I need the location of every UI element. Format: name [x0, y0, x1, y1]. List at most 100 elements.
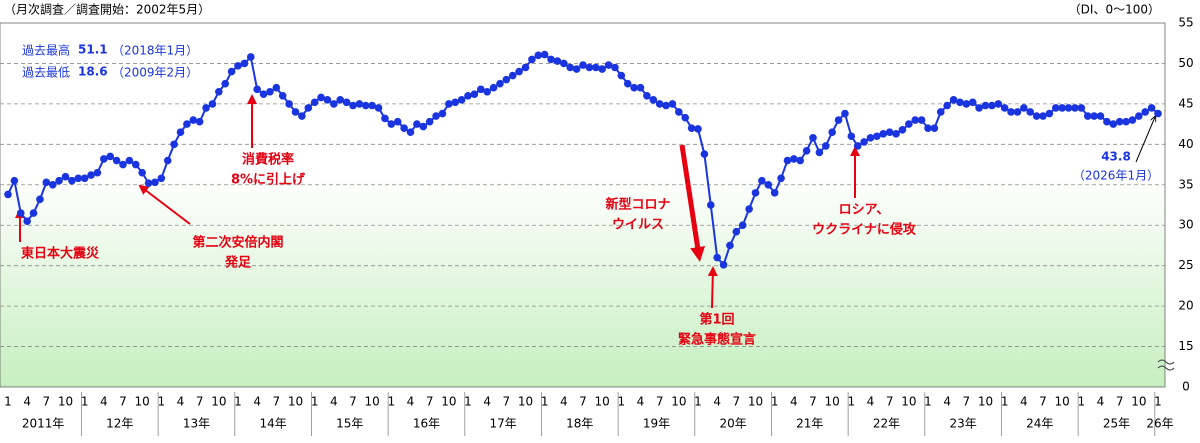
x-tick-label: 1 [694, 395, 702, 409]
data-point [815, 148, 824, 157]
x-tick-label: 10 [211, 395, 226, 409]
data-point [1147, 104, 1156, 112]
data-point [406, 128, 415, 136]
x-tick-label: 4 [23, 395, 31, 409]
data-point [489, 83, 498, 92]
data-point [611, 63, 619, 72]
y-tick-label: 20 [1178, 299, 1193, 313]
data-point [898, 125, 907, 134]
data-point [163, 156, 172, 165]
data-point [1045, 109, 1054, 118]
data-point [745, 205, 753, 213]
y-tick-label: 35 [1178, 177, 1193, 191]
data-point [783, 156, 792, 165]
data-point [502, 75, 511, 84]
year-label: 16年 [413, 417, 440, 431]
data-point [1000, 104, 1009, 112]
year-label: 17年 [489, 417, 516, 431]
data-point [240, 59, 249, 68]
data-point [719, 261, 728, 269]
data-point [566, 63, 575, 72]
data-point [23, 217, 31, 225]
data-point [336, 96, 345, 104]
data-point [368, 101, 376, 110]
data-point [675, 108, 683, 116]
axis-break [1157, 359, 1175, 371]
data-point [873, 132, 881, 141]
data-point [706, 201, 715, 209]
data-point [144, 179, 153, 187]
annotation: 消費税率 [242, 152, 294, 168]
x-tick-label: 10 [978, 395, 993, 409]
data-point [860, 138, 868, 146]
data-point [259, 90, 268, 98]
data-point [16, 209, 25, 217]
data-point [694, 125, 702, 133]
data-point [317, 93, 325, 102]
annotation: ウクライナに侵攻 [812, 222, 917, 238]
data-point [598, 65, 606, 73]
x-tick-label: 1 [1078, 395, 1086, 409]
annotation: 緊急事態宣言 [678, 332, 756, 348]
data-point [221, 79, 230, 88]
data-point [1090, 112, 1098, 120]
data-point [936, 108, 945, 116]
data-point [591, 63, 600, 72]
data-point [924, 124, 932, 132]
annotation: ウイルス [612, 218, 664, 233]
year-label: 18年 [566, 417, 593, 431]
data-point [1020, 104, 1028, 112]
data-point [796, 156, 805, 165]
data-point [1115, 117, 1124, 126]
year-label: 14年 [259, 417, 286, 431]
x-tick-label: 4 [790, 395, 798, 409]
data-point [1122, 117, 1130, 126]
data-point [853, 142, 862, 150]
data-point [425, 117, 434, 126]
data-point [732, 227, 741, 236]
x-tick-label: 1 [848, 395, 856, 409]
data-point [227, 67, 236, 76]
annotation-arrow [707, 266, 718, 309]
x-tick-label: 1 [541, 395, 549, 409]
data-point [61, 172, 70, 181]
data-point [828, 128, 836, 136]
data-point [1071, 104, 1079, 112]
record-value: 18.6 [78, 65, 108, 79]
data-point [419, 122, 428, 131]
data-point [451, 98, 460, 107]
data-point [738, 221, 747, 230]
data-point [553, 57, 562, 65]
data-point [515, 67, 523, 76]
data-point [93, 168, 102, 177]
data-point [445, 100, 453, 108]
data-point [42, 178, 51, 187]
data-point [834, 116, 843, 124]
data-point [393, 117, 402, 126]
x-tick-label: 1 [4, 395, 12, 409]
x-tick-label: 4 [1097, 395, 1105, 409]
x-tick-label: 10 [135, 395, 150, 409]
data-point [1135, 112, 1143, 120]
data-point [68, 176, 76, 185]
x-tick-label: 10 [288, 395, 303, 409]
data-point [988, 101, 996, 110]
x-tick-label: 10 [58, 395, 73, 409]
data-point [962, 100, 971, 108]
data-point [758, 176, 766, 185]
year-label: 19年 [643, 417, 670, 431]
data-point [355, 100, 364, 108]
data-point [387, 120, 396, 128]
data-point [36, 195, 44, 204]
data-point [981, 101, 990, 110]
data-point [266, 87, 274, 96]
data-point [943, 101, 951, 110]
annotation-arrow [138, 184, 191, 225]
x-tick-label: 7 [426, 395, 434, 409]
x-tick-label: 4 [560, 395, 568, 409]
data-point [413, 120, 421, 128]
data-point [713, 253, 721, 262]
data-point [125, 156, 134, 165]
data-point [87, 171, 95, 179]
